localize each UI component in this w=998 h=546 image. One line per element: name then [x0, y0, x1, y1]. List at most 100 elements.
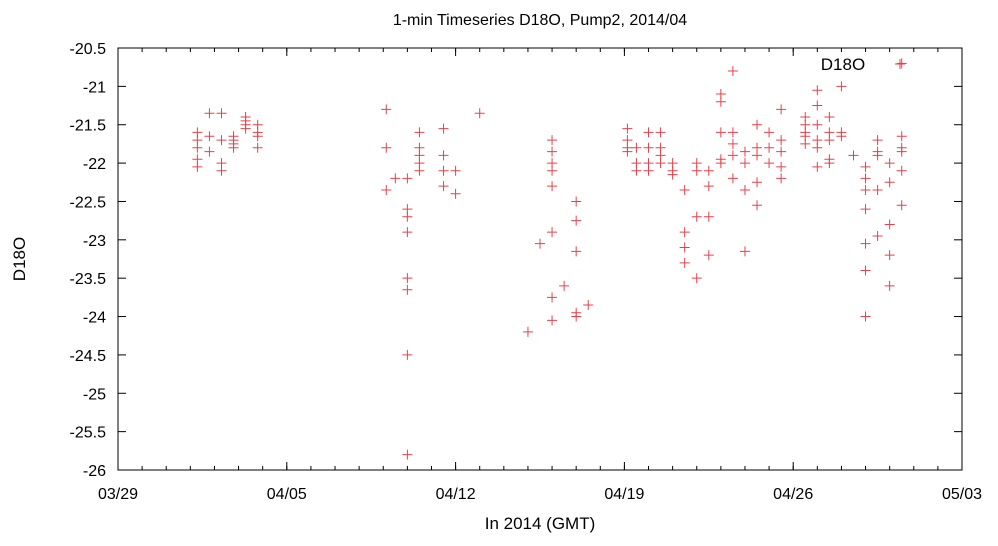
- data-point: [860, 204, 871, 215]
- data-point: [622, 123, 633, 134]
- data-point: [884, 177, 895, 188]
- x-axis-label: In 2014 (GMT): [485, 514, 596, 533]
- data-point: [679, 227, 690, 238]
- x-axis: 03/29 04/05 04/12 04/19 04/26 05/03: [98, 48, 982, 503]
- data-point: [547, 227, 558, 238]
- data-point: [402, 449, 413, 460]
- y-tick-label: -23.5: [70, 271, 107, 288]
- data-point: [884, 250, 895, 261]
- data-point: [812, 161, 823, 172]
- y-tick-label: -24: [83, 310, 106, 327]
- data-point: [228, 142, 239, 153]
- y-tick-label: -21: [83, 79, 106, 96]
- data-point: [752, 150, 763, 161]
- data-point: [583, 300, 594, 311]
- data-point: [204, 131, 215, 142]
- data-point: [192, 142, 203, 153]
- legend-label: D18O: [821, 55, 865, 74]
- y-tick-label: -21.5: [70, 118, 107, 135]
- data-point: [800, 138, 811, 149]
- y-axis-label: D18O: [10, 237, 29, 281]
- data-point: [571, 246, 582, 257]
- data-point: [252, 131, 263, 142]
- x-tick-label: 05/03: [942, 486, 982, 503]
- data-point: [872, 150, 883, 161]
- data-point: [727, 66, 738, 77]
- data-point: [860, 184, 871, 195]
- data-point: [204, 108, 215, 119]
- data-point: [896, 58, 907, 69]
- data-point: [860, 238, 871, 249]
- data-point: [450, 188, 461, 199]
- chart-title: 1-min Timeseries D18O, Pump2, 2014/04: [393, 12, 687, 29]
- legend-marker: [895, 59, 905, 69]
- y-tick-label: -22: [83, 156, 106, 173]
- data-point: [836, 81, 847, 92]
- data-point: [438, 181, 449, 192]
- data-point: [824, 158, 835, 169]
- data-point: [752, 177, 763, 188]
- data-point: [547, 135, 558, 146]
- data-point: [655, 158, 666, 169]
- data-point: [752, 200, 763, 211]
- data-point: [848, 150, 859, 161]
- data-point: [390, 173, 401, 184]
- data-point: [812, 85, 823, 96]
- data-point: [522, 326, 533, 337]
- data-point: [727, 150, 738, 161]
- y-tick-label: -26: [83, 463, 106, 480]
- data-point: [739, 246, 750, 257]
- data-point: [474, 108, 485, 119]
- data-point: [643, 165, 654, 176]
- y-tick-label: -22.5: [70, 194, 107, 211]
- data-point: [860, 311, 871, 322]
- x-tick-label: 04/26: [773, 486, 813, 503]
- data-point: [216, 108, 227, 119]
- data-point: [547, 292, 558, 303]
- data-point: [812, 119, 823, 130]
- data-point: [414, 127, 425, 138]
- data-point: [252, 142, 263, 153]
- data-point: [622, 146, 633, 157]
- legend: D18O: [821, 55, 905, 74]
- data-point: [764, 142, 775, 153]
- data-point: [402, 349, 413, 360]
- data-point: [679, 184, 690, 195]
- data-point: [204, 146, 215, 157]
- data-points: [192, 58, 907, 460]
- data-point: [727, 138, 738, 149]
- plot-frame: [117, 47, 963, 471]
- data-point: [631, 165, 642, 176]
- data-point: [547, 165, 558, 176]
- x-tick-label: 04/05: [267, 486, 307, 503]
- data-point: [216, 135, 227, 146]
- data-point: [547, 146, 558, 157]
- data-point: [896, 165, 907, 176]
- data-point: [776, 104, 787, 115]
- data-point: [667, 169, 678, 180]
- data-point: [812, 100, 823, 111]
- data-point: [703, 250, 714, 261]
- data-point: [739, 146, 750, 157]
- data-point: [631, 142, 642, 153]
- y-tick-label: -24.5: [70, 348, 107, 365]
- data-point: [776, 161, 787, 172]
- data-point: [739, 158, 750, 169]
- data-point: [691, 273, 702, 284]
- y-axis: -20.5 -21 -21.5 -22 -22.5 -23 -23.5 -24 -24.5 -25…: [70, 41, 962, 480]
- data-point: [438, 150, 449, 161]
- data-point: [715, 158, 726, 169]
- data-point: [703, 165, 714, 176]
- data-point: [402, 227, 413, 238]
- x-tick-label: 03/29: [98, 486, 138, 503]
- data-point: [776, 146, 787, 157]
- data-point: [812, 142, 823, 153]
- data-point: [547, 181, 558, 192]
- data-point: [414, 165, 425, 176]
- y-tick-label: -25: [83, 386, 106, 403]
- data-point: [381, 142, 392, 153]
- data-point: [752, 119, 763, 130]
- data-point: [402, 173, 413, 184]
- data-point: [860, 161, 871, 172]
- data-point: [571, 311, 582, 322]
